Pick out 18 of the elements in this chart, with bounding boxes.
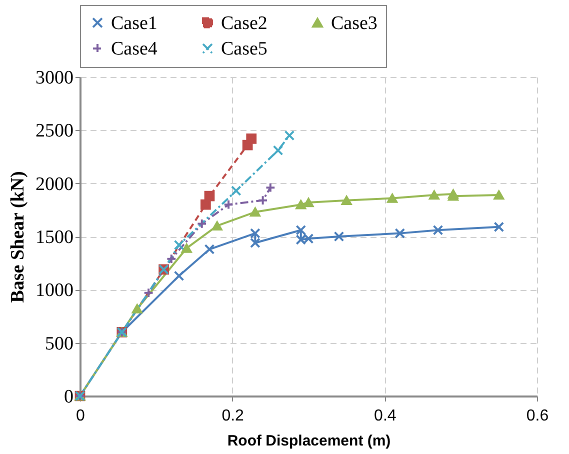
y-tick-label: 2500 (36, 120, 74, 142)
y-tick-label: 1500 (36, 227, 74, 248)
legend-label: Case5 (221, 38, 268, 60)
legend-label: Case4 (111, 38, 158, 60)
y-tick-label: 3000 (36, 68, 74, 88)
x-tick-label: 0.6 (526, 408, 549, 424)
legend-label: Case1 (111, 12, 158, 34)
legend-label: Case3 (331, 12, 378, 34)
legend-label: Case2 (221, 12, 268, 34)
y-tick-label: 1000 (36, 280, 74, 302)
x-tick-label: 0.4 (374, 408, 396, 424)
x-axis-title: Roof Displacement (m) (227, 432, 391, 450)
x-tick-label: 0.2 (222, 408, 244, 424)
y-tick-label: 2000 (36, 174, 74, 195)
x-tick-label: 0 (76, 408, 86, 424)
y-tick-label: 500 (45, 333, 74, 354)
y-axis-title: Base Shear (kN) (8, 171, 28, 303)
y-tick-label: 0 (64, 386, 74, 408)
